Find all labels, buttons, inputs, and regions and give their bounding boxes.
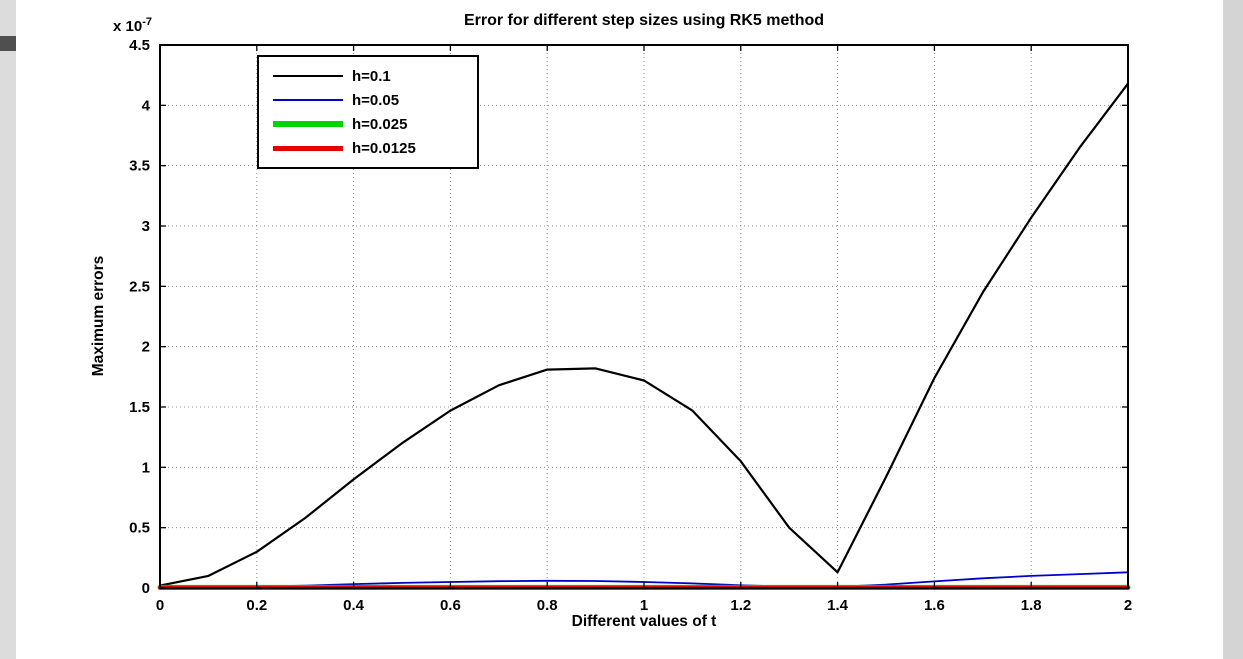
legend-line-sample	[273, 145, 343, 151]
window-edge-marker	[0, 36, 16, 51]
x-tick-label: 1.4	[827, 597, 849, 614]
x-tick-label: 0.8	[537, 597, 558, 614]
y-axis-multiplier: x 10-7	[113, 16, 152, 35]
y-tick-label: 4	[142, 97, 151, 114]
y-tick-label: 4.5	[129, 37, 150, 54]
x-tick-label: 1.2	[730, 597, 751, 614]
x-tick-label: 2	[1124, 597, 1132, 614]
series-line-h=0.1	[158, 82, 1130, 587]
legend-entry: h=0.1	[273, 64, 477, 88]
legend-entry: h=0.0125	[273, 136, 477, 160]
x-tick-label: 1	[640, 597, 648, 614]
y-tick-label: 3	[142, 218, 150, 235]
x-tick-label: 0	[156, 597, 164, 614]
legend-line-sample	[273, 121, 343, 127]
y-tick-label: 2.5	[129, 278, 150, 295]
window-edge-right	[1223, 0, 1243, 659]
y-axis-multiplier-base: x 10	[113, 18, 143, 35]
x-axis-label: Different values of t	[571, 613, 717, 630]
y-tick-label: 0	[142, 580, 150, 597]
chart-title: Error for different step sizes using RK5…	[463, 12, 825, 29]
legend-label: h=0.05	[352, 91, 400, 109]
legend-line-sample	[273, 74, 343, 78]
x-tick-label: 0.4	[343, 597, 365, 614]
x-tick-label: 0.6	[440, 597, 461, 614]
y-tick-label: 1	[142, 459, 150, 476]
y-tick-label: 3.5	[129, 158, 150, 175]
x-tick-label: 1.6	[924, 597, 945, 614]
legend-label: h=0.025	[352, 115, 408, 133]
x-tick-label: 0.2	[246, 597, 267, 614]
legend-label: h=0.0125	[352, 139, 416, 157]
y-tick-label: 1.5	[129, 399, 150, 416]
legend-entry: h=0.025	[273, 112, 477, 136]
legend-line-sample	[273, 99, 343, 101]
legend-entry: h=0.05	[273, 88, 477, 112]
y-tick-label: 0.5	[129, 520, 150, 537]
y-tick-label: 2	[142, 339, 150, 356]
y-axis-multiplier-exponent: -7	[142, 16, 152, 28]
legend: h=0.1 h=0.05 h=0.025 h=0.0125	[257, 55, 479, 169]
legend-label: h=0.1	[352, 67, 391, 85]
y-axis-label: Maximum errors	[90, 255, 107, 377]
window-edge-left	[0, 0, 16, 659]
x-tick-label: 1.8	[1021, 597, 1042, 614]
